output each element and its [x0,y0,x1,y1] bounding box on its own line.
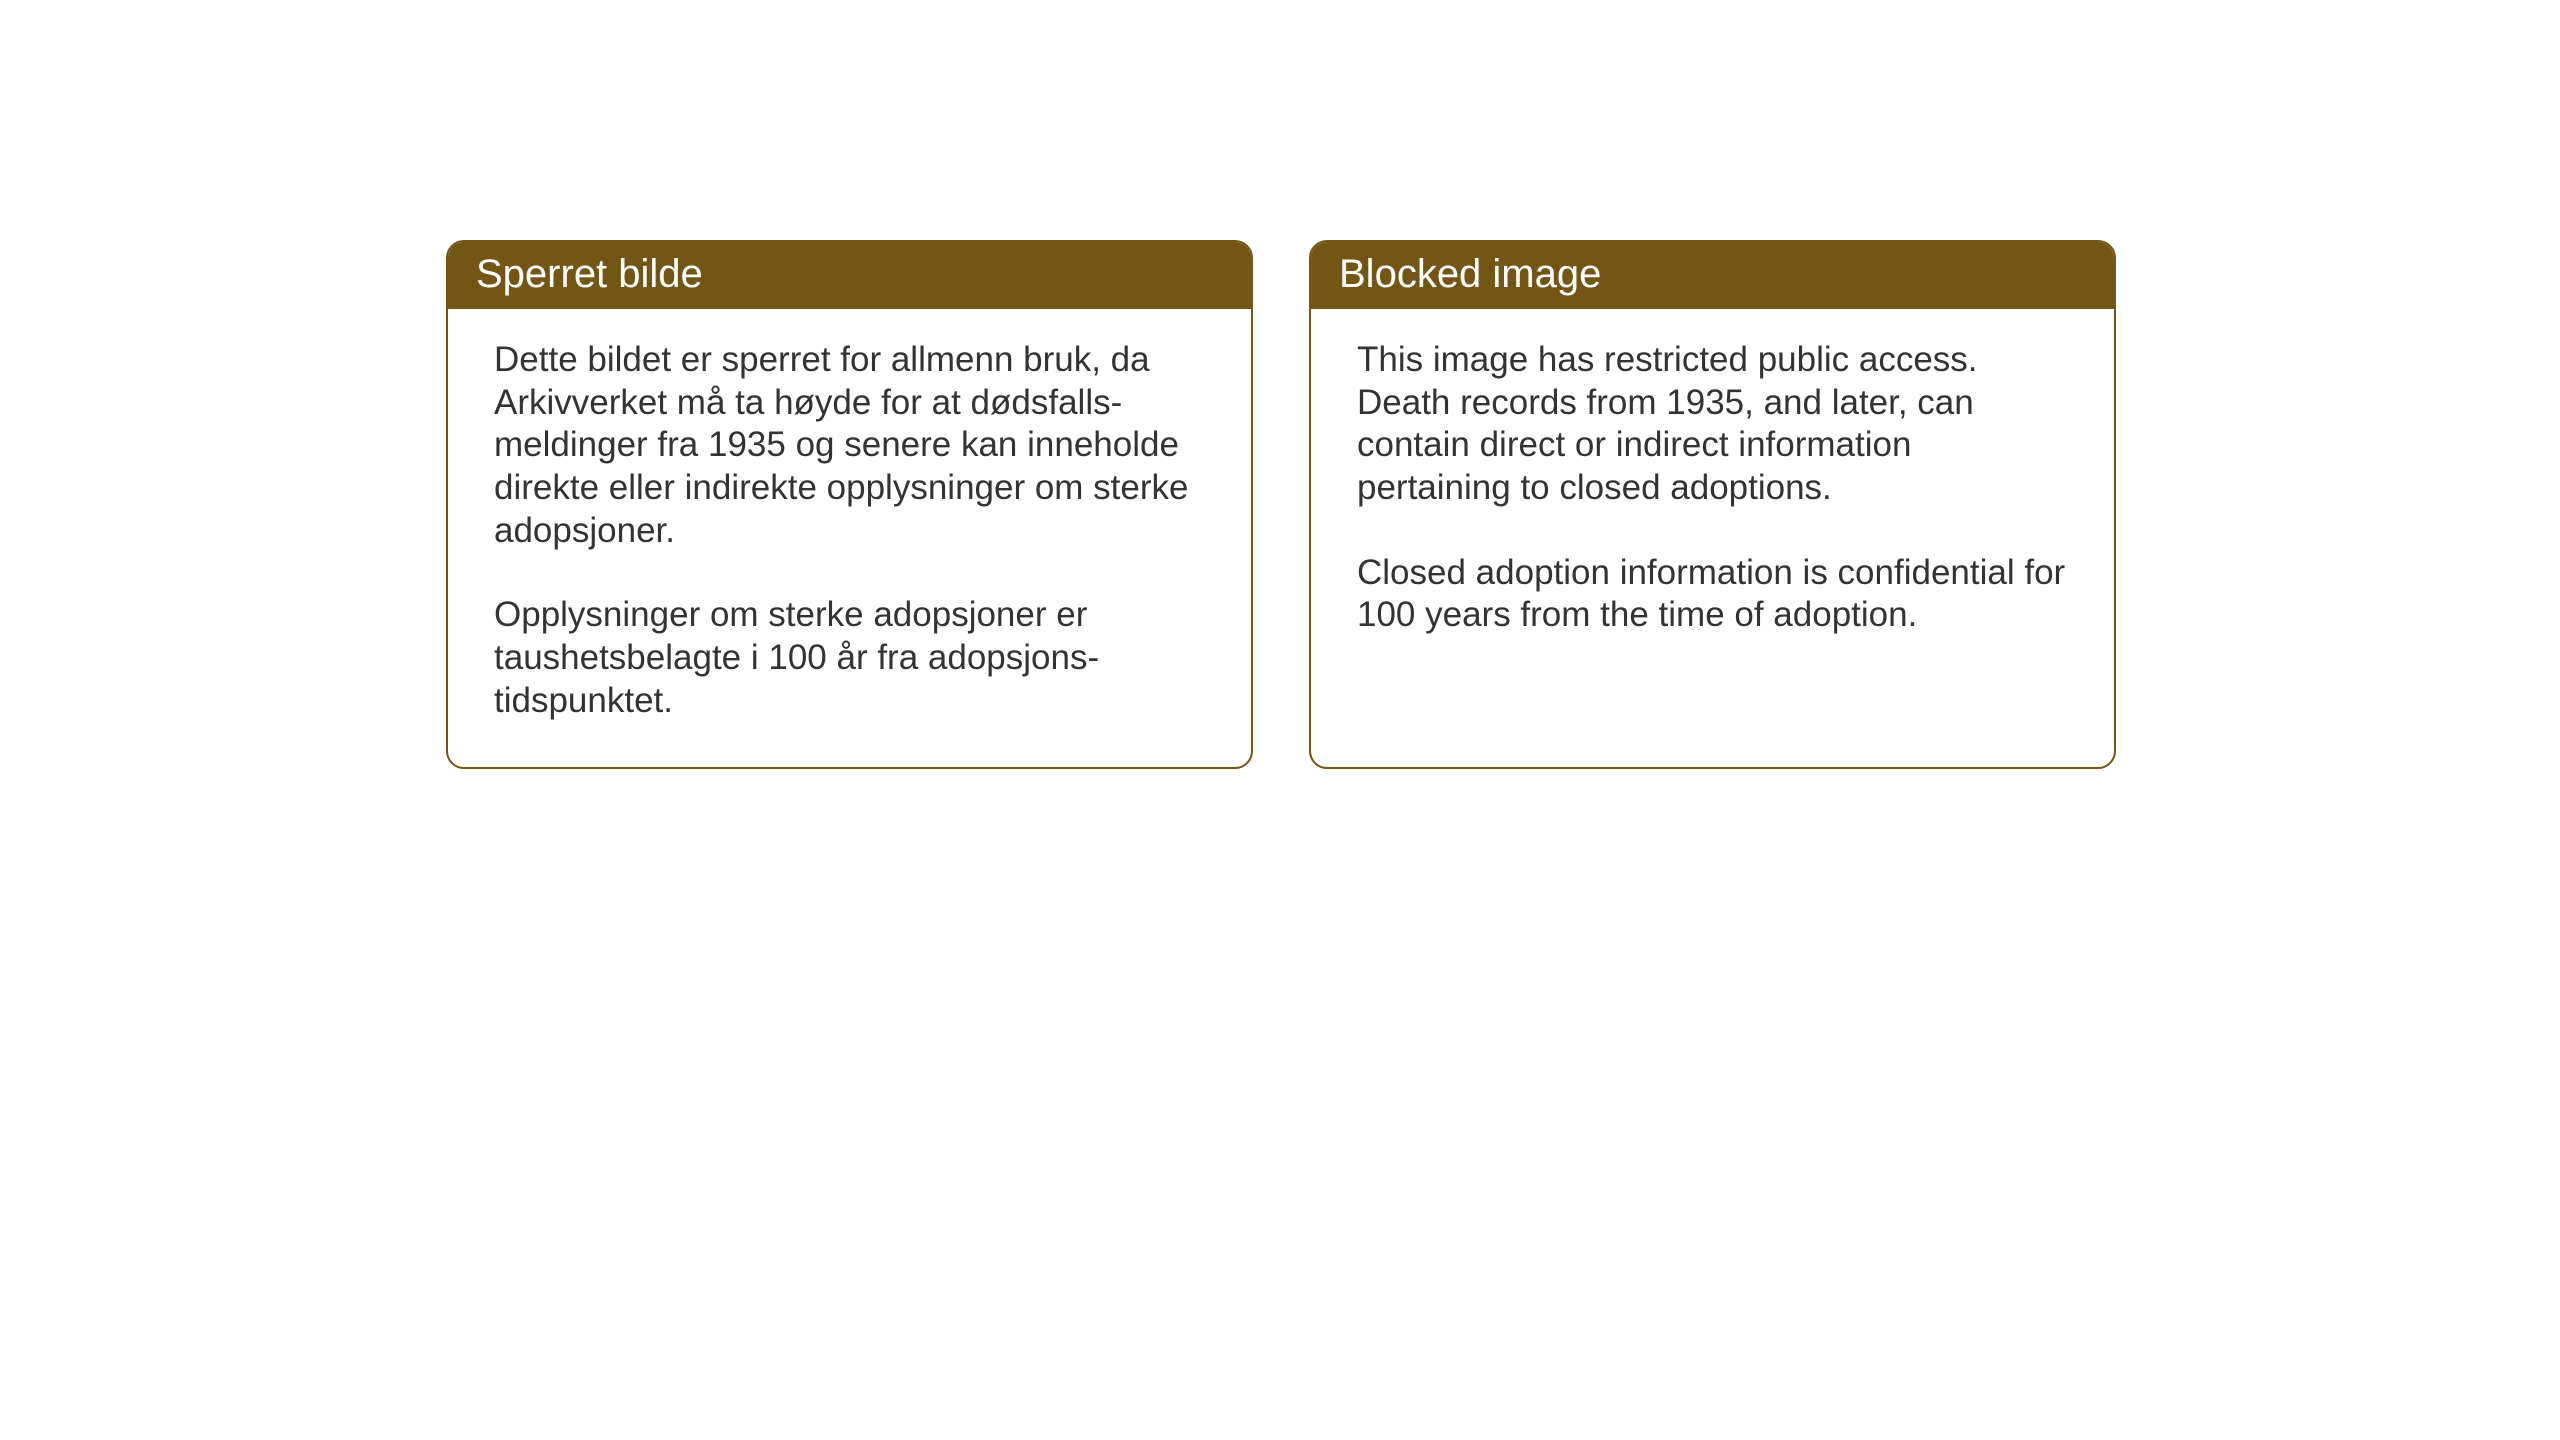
notice-paragraph: This image has restricted public access.… [1357,339,2068,510]
notice-paragraph: Opplysninger om sterke adopsjoner er tau… [494,594,1205,722]
card-body: This image has restricted public access.… [1311,309,2114,725]
notice-container: Sperret bilde Dette bildet er sperret fo… [446,240,2116,769]
notice-card-english: Blocked image This image has restricted … [1309,240,2116,769]
notice-paragraph: Dette bildet er sperret for allmenn bruk… [494,339,1205,552]
card-header: Sperret bilde [448,242,1251,309]
notice-paragraph: Closed adoption information is confident… [1357,552,2068,637]
card-title: Sperret bilde [476,252,703,296]
card-title: Blocked image [1339,252,1601,296]
notice-card-norwegian: Sperret bilde Dette bildet er sperret fo… [446,240,1253,769]
card-body: Dette bildet er sperret for allmenn bruk… [448,309,1251,767]
card-header: Blocked image [1311,242,2114,309]
